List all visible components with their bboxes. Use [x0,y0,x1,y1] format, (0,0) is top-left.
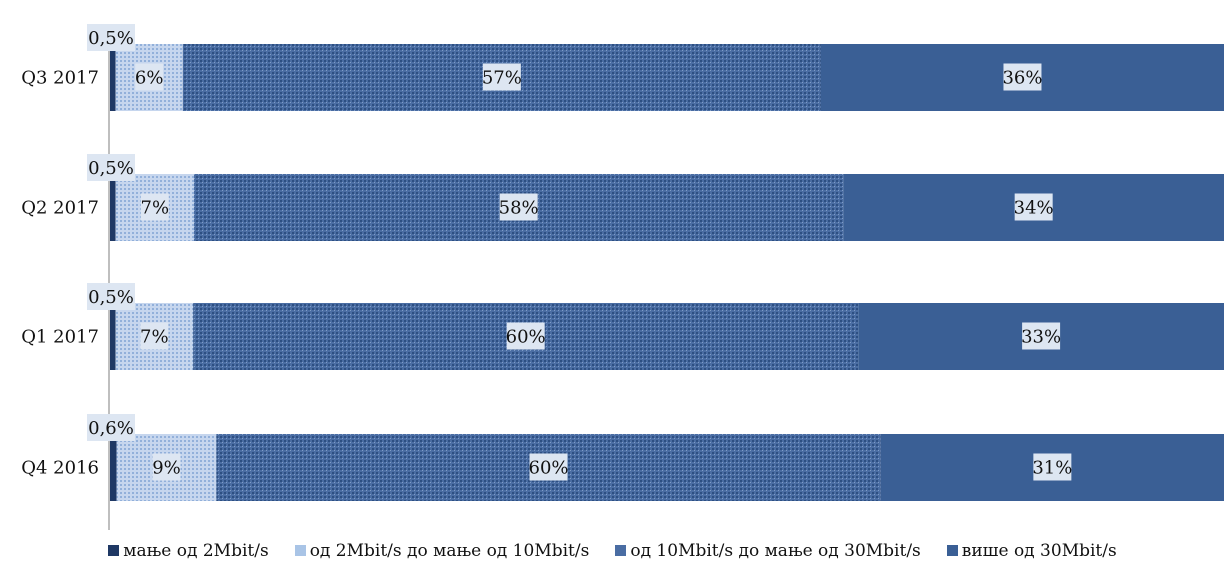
legend-item-2-to-10mbit: од 2Mbit/s до мање од 10Mbit/s [294,540,590,561]
data-label: 7% [140,327,169,348]
data-label-background [1022,322,1061,350]
bar-segment-under-2mbit [110,44,116,111]
data-label-background [1014,193,1053,221]
data-label-background [87,414,135,441]
data-label-background [140,193,169,221]
bar-segment-under-2mbit [110,174,116,241]
data-label: 60% [506,327,546,348]
data-label: 34% [1014,198,1054,219]
data-label-background [499,193,538,221]
legend-swatch [294,545,306,556]
data-label-background [1003,63,1042,91]
data-label: 0,5% [88,287,134,308]
legend-label: од 10Mbit/s до мање од 30Mbit/s [630,540,921,561]
data-label-background [1033,453,1072,481]
data-label: 31% [1032,458,1072,479]
data-label: 9% [152,458,181,479]
legend-item-10-to-30mbit: од 10Mbit/s до мање од 30Mbit/s [615,540,921,561]
legend-label: више од 30Mbit/s [961,540,1117,561]
data-label: 57% [482,68,522,89]
data-label-background [87,154,135,181]
category-label: Q3 2017 [21,68,99,89]
legend-swatch [946,545,958,556]
category-label: Q4 2016 [21,458,99,479]
data-label-background [529,453,568,481]
legend-swatch [108,545,120,556]
category-label: Q1 2017 [21,327,99,348]
legend-item-under-2mbit: мање од 2Mbit/s [108,540,269,561]
data-label-background [506,322,545,350]
data-label: 33% [1021,327,1061,348]
legend: мање од 2Mbit/s од 2Mbit/s до мање од 10… [0,538,1225,563]
data-label-background [140,322,169,350]
data-label: 58% [499,198,539,219]
data-label-background [87,24,135,51]
bar-segment-under-2mbit [110,434,117,501]
data-label: 36% [1002,68,1042,89]
bar-segment-under-2mbit [110,303,116,370]
data-label-background [135,63,164,91]
legend-item-over-30mbit: више од 30Mbit/s [946,540,1117,561]
legend-label: од 2Mbit/s до мање од 10Mbit/s [309,540,590,561]
data-label: 0,5% [88,28,134,49]
data-label: 7% [141,198,170,219]
legend-swatch [615,545,627,556]
data-label: 0,6% [88,418,134,439]
data-label: 0,5% [88,158,134,179]
category-label: Q2 2017 [21,198,99,219]
data-label-background [482,63,521,91]
data-label-background [87,283,135,310]
data-label-background [152,453,181,481]
data-label: 6% [135,68,164,89]
data-label: 60% [529,458,569,479]
legend-label: мање од 2Mbit/s [123,540,269,561]
